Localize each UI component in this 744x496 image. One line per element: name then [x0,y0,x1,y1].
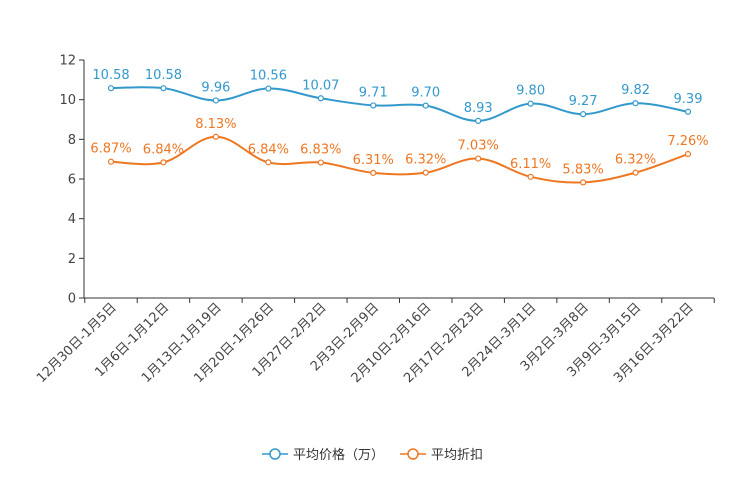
series-0-label-1: 10.58 [145,68,182,83]
series-1-point-5 [370,169,377,176]
series-1-point-7 [475,155,482,162]
series-0-label-9: 9.27 [569,94,598,109]
series-0-point-7 [475,117,482,124]
series-1-point-1 [160,159,167,166]
series-1-label-9: 5.83% [562,162,603,177]
series-1-point-4 [317,159,324,166]
series-0-label-8: 9.80 [516,84,545,99]
series-1-point-9 [579,179,587,186]
y-tick-label-12: 12 [59,54,76,69]
legend-label-0: 平均价格（万） [293,447,384,463]
series-1-label-7: 7.03% [458,139,499,154]
series-0-point-4 [317,95,324,102]
series-0-point-5 [370,102,377,109]
legend[interactable]: 平均价格（万） 平均折扣 [262,447,483,463]
series-1-label-10: 6.32% [615,153,656,168]
series-0-label-6: 9.70 [411,86,440,101]
y-tick-label-0: 0 [68,292,76,307]
series-1-point-10 [632,169,639,176]
series-1-label-3: 6.84% [248,142,289,157]
series-0-point-2 [212,97,220,104]
series-1-label-5: 6.31% [353,153,394,168]
series-0-label-5: 9.71 [359,85,388,100]
data-labels: 10.58 10.58 9.96 10.56 10.07 9.71 9.70 8.93 9.80… [90,68,708,177]
series-1-point-0 [107,158,115,165]
series-line-0 [110,86,689,122]
series-0-label-3: 10.56 [250,69,287,84]
y-tick-label-4: 4 [68,212,76,227]
series-0-label-0: 10.58 [92,68,129,83]
y-tick-label-10: 10 [59,93,76,108]
series-0-point-0 [107,85,115,92]
series-line-1 [110,135,689,184]
series-1-point-8 [527,173,534,180]
series-1-label-1: 6.84% [143,142,184,157]
series-0-label-11: 9.39 [674,92,703,107]
series-layer [107,85,692,186]
series-1-point-6 [422,169,429,176]
y-tick-label-6: 6 [68,173,76,188]
series-0-point-9 [579,111,587,118]
series-1-label-6: 6.32% [405,153,446,168]
series-1-point-11 [684,150,692,158]
series-1-label-2: 8.13% [195,117,236,132]
series-0-label-7: 8.93 [464,101,493,116]
series-1-point-3 [265,159,272,166]
y-tick-label-8: 8 [68,133,76,148]
series-0-label-4: 10.07 [302,78,339,93]
series-0-point-10 [632,100,639,107]
series-1-label-4: 6.83% [300,143,341,158]
series-0-point-6 [422,102,429,109]
series-1-label-11: 7.26% [667,134,708,149]
series-0-point-3 [265,85,272,92]
series-0-label-10: 9.82 [621,83,650,98]
series-0-point-8 [527,100,534,107]
legend-item-1[interactable]: 平均折扣 [400,448,483,463]
series-1-label-8: 6.11% [510,157,551,172]
legend-label-1: 平均折扣 [431,448,483,463]
series-1-point-2 [212,133,220,140]
series-0-point-1 [160,85,167,92]
legend-marker-1 [407,448,419,460]
series-0-point-11 [684,108,692,115]
y-tick-label-2: 2 [68,252,76,267]
legend-marker-0 [269,448,281,460]
legend-item-0[interactable]: 平均价格（万） [262,447,384,463]
series-1-label-0: 6.87% [90,142,131,157]
series-0-label-2: 9.96 [201,80,230,95]
